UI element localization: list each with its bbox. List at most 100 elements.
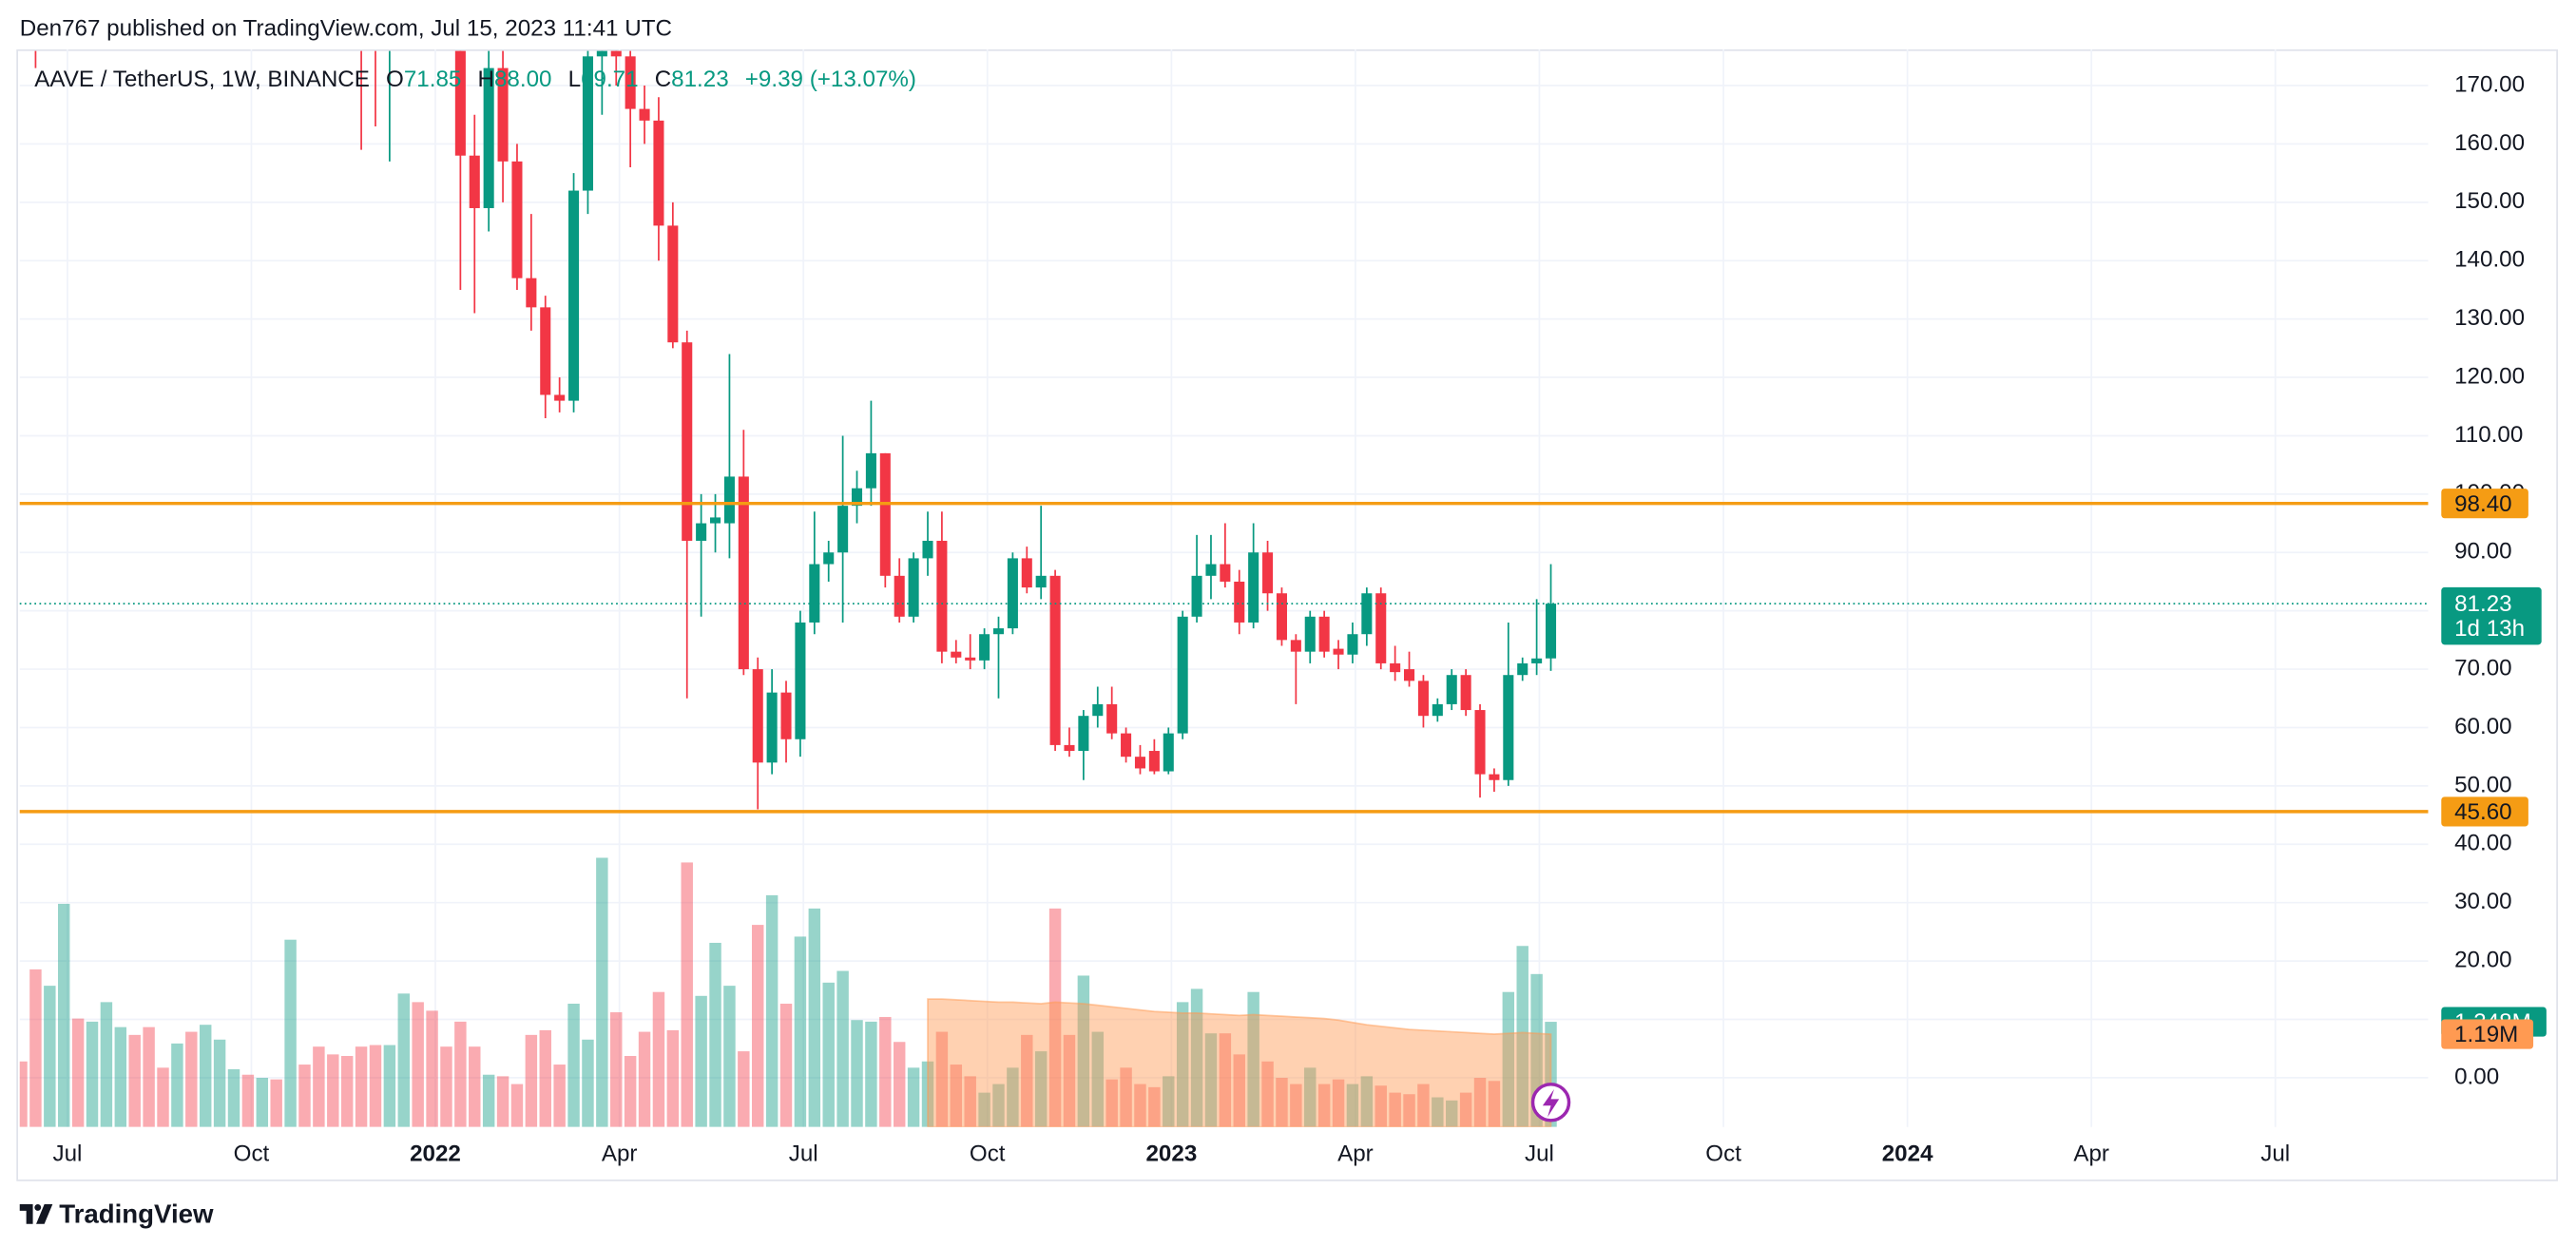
candle-body — [951, 651, 962, 658]
volume-bar — [1417, 1084, 1430, 1127]
candle-body — [936, 540, 948, 652]
volume-bar — [44, 986, 56, 1127]
candle-body — [1163, 733, 1174, 772]
volume-bar — [496, 1076, 509, 1127]
volume-bar — [1516, 946, 1528, 1127]
candle-body — [1148, 751, 1160, 772]
legend-label: L — [568, 67, 581, 92]
y-tick-label: 160.00 — [2454, 130, 2525, 156]
publisher-header: Den767 published on TradingView.com, Jul… — [20, 16, 672, 42]
candle-body — [1049, 575, 1061, 745]
candle-body — [865, 452, 876, 489]
candle-body — [639, 108, 650, 121]
candle-body — [809, 564, 820, 623]
volume-bar — [808, 908, 821, 1127]
volume-bar — [426, 1010, 438, 1127]
volume-bar — [1105, 1079, 1118, 1127]
volume-bar — [1488, 1081, 1501, 1127]
y-tick-label: 130.00 — [2454, 305, 2525, 331]
volume-bar — [652, 991, 665, 1127]
footer-logo — [19, 1203, 53, 1224]
candle-body — [1318, 616, 1330, 652]
volume-bar — [1176, 1002, 1189, 1127]
volume-bar — [935, 1031, 949, 1127]
volume-bar — [596, 857, 608, 1127]
volume-bar — [412, 1002, 424, 1127]
volume-bar — [1459, 1092, 1472, 1127]
lightning-icon — [1530, 1083, 1571, 1122]
x-tick-label: Apr — [1337, 1141, 1374, 1167]
legend-label: C — [655, 67, 671, 92]
volume-bar — [765, 894, 779, 1127]
candle-body — [795, 622, 806, 739]
volume-bar — [539, 1029, 551, 1127]
y-tick-label: 120.00 — [2454, 363, 2525, 389]
candle-body — [1177, 616, 1188, 734]
x-tick-label: Apr — [602, 1141, 638, 1167]
y-tick-label: 90.00 — [2454, 539, 2512, 565]
volume-bar — [1204, 1033, 1218, 1127]
volume-bar — [582, 1039, 594, 1127]
volume-bar — [1346, 1084, 1359, 1127]
x-tick-label: Oct — [234, 1141, 270, 1167]
volume-bar — [567, 1004, 580, 1127]
candle-body — [1064, 744, 1075, 752]
x-tick-label: Oct — [970, 1141, 1006, 1167]
candle-body — [894, 575, 905, 617]
candle-body — [483, 67, 494, 208]
volume-bar — [779, 1004, 793, 1127]
candle-body — [653, 120, 664, 226]
volume-bar — [171, 1043, 183, 1127]
candle-body — [441, 0, 452, 15]
candle-body — [1375, 593, 1387, 663]
candle-body — [1205, 564, 1217, 576]
volume-bar — [114, 1026, 127, 1127]
candle-body — [568, 190, 580, 401]
volume-bar — [752, 925, 764, 1127]
volume-bar — [327, 1054, 339, 1127]
last-price-box — [2441, 586, 2542, 645]
volume-bar — [666, 1029, 680, 1127]
candle-body — [1489, 774, 1500, 780]
candle-body — [992, 628, 1005, 635]
legend-label: H — [478, 67, 494, 92]
candle-body — [1262, 552, 1274, 594]
legend-change: +9.39 (+13.07%) — [745, 67, 916, 92]
volume-bar — [1048, 908, 1062, 1127]
y-tick-label: 30.00 — [2454, 889, 2512, 914]
volume-bar — [553, 1065, 566, 1127]
volume-bar — [1021, 1034, 1033, 1127]
footer-brand: TradingView — [59, 1199, 214, 1228]
level-label-box — [2441, 489, 2528, 519]
candle-body — [1531, 658, 1543, 663]
volume-bar — [1219, 1033, 1232, 1127]
candle-body — [1191, 575, 1202, 617]
volume-bar — [1375, 1085, 1387, 1127]
candle-body — [682, 342, 693, 541]
volume-bar — [1360, 1076, 1374, 1127]
candle-body — [837, 506, 849, 553]
candle-body — [582, 56, 593, 191]
volume-bar — [397, 993, 410, 1127]
legend-label: O — [386, 67, 404, 92]
level-label: 98.40 — [2454, 491, 2512, 517]
volume-bar — [199, 1025, 212, 1127]
candle-body — [1460, 675, 1471, 711]
volume-bar — [822, 982, 835, 1127]
volume-bar — [383, 1045, 396, 1127]
volume-bar — [1473, 1078, 1487, 1127]
volume-bar — [1007, 1067, 1019, 1127]
volume-bar — [1063, 1034, 1076, 1127]
candle-body — [1347, 634, 1358, 655]
candle-body — [625, 56, 636, 109]
volume-bar — [907, 1067, 920, 1127]
volume-bar — [1432, 1097, 1444, 1127]
volume-bar — [256, 1078, 269, 1127]
candle-body — [1404, 669, 1415, 681]
volume-bar — [1077, 975, 1090, 1127]
candle-body — [1333, 648, 1344, 655]
volume-bar — [525, 1034, 538, 1127]
volume-bar — [469, 1046, 481, 1127]
candle-body — [1432, 703, 1443, 717]
